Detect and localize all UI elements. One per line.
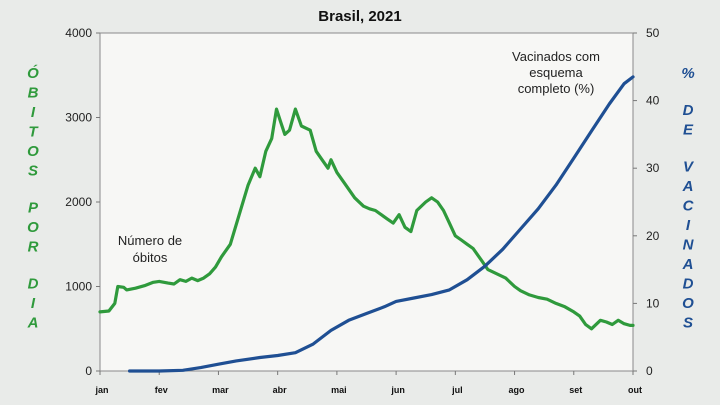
right-axis-title-char: D — [683, 276, 694, 293]
x-tick-label: mai — [331, 385, 347, 395]
right-axis-title-char: A — [682, 256, 694, 273]
x-tick-label: abr — [273, 385, 288, 395]
x-tick-label: jan — [94, 385, 108, 395]
right-tick-label: 10 — [646, 296, 660, 310]
x-tick-label: ago — [509, 385, 526, 395]
right-axis-title-char: C — [683, 198, 695, 215]
right-tick-label: 0 — [646, 364, 653, 378]
left-tick-label: 1000 — [65, 280, 92, 294]
right-axis-title-char: D — [683, 102, 694, 119]
left-axis-title-char: I — [31, 295, 36, 312]
right-axis-title-char: % — [681, 65, 694, 82]
annotation-obitos-line: Número de — [118, 233, 182, 248]
annotation-obitos-line: óbitos — [133, 250, 168, 265]
left-axis-title-char: P — [28, 200, 39, 217]
annotation-vacinados-line: completo (%) — [518, 81, 595, 96]
annotation-vacinados-line: Vacinados com — [512, 49, 600, 64]
left-axis-title-char: R — [28, 239, 39, 256]
right-axis-title-char: E — [683, 122, 694, 139]
right-axis-title-char: V — [683, 159, 695, 176]
right-axis-title-char: N — [683, 237, 695, 254]
right-tick-label: 30 — [646, 161, 660, 175]
right-tick-label: 40 — [646, 94, 660, 108]
left-tick-label: 2000 — [65, 195, 92, 209]
left-axis-title-char: Ó — [27, 64, 39, 82]
right-tick-label: 20 — [646, 229, 660, 243]
right-axis-title-char: S — [683, 315, 693, 332]
right-axis-title-char: O — [682, 295, 694, 312]
left-axis-title-char: A — [27, 315, 39, 332]
x-tick-label: out — [628, 385, 642, 395]
left-tick-label: 3000 — [65, 111, 92, 125]
x-tick-label: fev — [155, 385, 168, 395]
x-tick-label: jun — [390, 385, 405, 395]
left-axis-title-char: S — [28, 163, 38, 180]
annotation-layer: Número de óbitos Vacinados comesquemacompl… — [118, 49, 600, 265]
left-axis-title-char: B — [28, 85, 39, 102]
left-tick-label: 4000 — [65, 26, 92, 40]
left-tick-label: 0 — [85, 364, 92, 378]
annotation-vacinados-line: esquema — [529, 65, 583, 80]
chart-title: Brasil, 2021 — [318, 8, 401, 25]
right-axis-title-char: A — [682, 178, 694, 195]
series-line-obitos — [98, 107, 635, 331]
left-axis-title-char: I — [31, 104, 36, 121]
axes: 0 1000 2000 3000 4000 0 10 20 30 40 50 jan fev mar abr… — [65, 26, 659, 395]
right-axis-title-char: I — [686, 217, 691, 234]
left-axis-title-char: T — [28, 124, 39, 141]
left-axis-title-char: O — [27, 219, 39, 236]
left-axis-title-char: D — [28, 276, 39, 293]
series-line-vacinados — [128, 75, 635, 373]
x-tick-label: jul — [451, 385, 463, 395]
right-tick-label: 50 — [646, 26, 660, 40]
x-tick-label: set — [569, 385, 582, 395]
series-layer — [98, 75, 635, 373]
x-tick-label: mar — [212, 385, 229, 395]
left-axis-title-char: O — [27, 143, 39, 160]
